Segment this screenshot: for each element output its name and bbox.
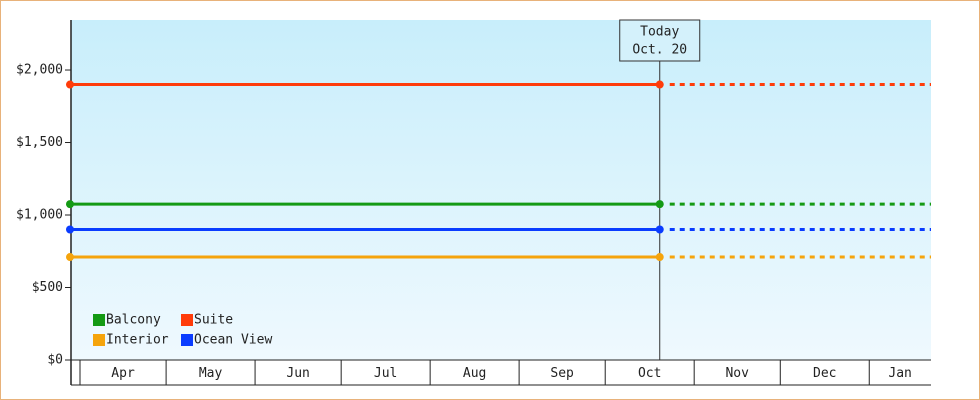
series-point (655, 200, 664, 209)
series-point (655, 80, 664, 89)
legend-label: Ocean View (194, 333, 272, 348)
series-point (655, 225, 664, 234)
x-tick-label: May (199, 366, 223, 381)
x-tick-label: Dec (813, 366, 836, 381)
legend-swatch (93, 314, 105, 326)
x-tick-label: Apr (111, 366, 135, 381)
series-point (66, 225, 74, 234)
y-tick-label: $0 (47, 353, 63, 368)
x-tick-label: Aug (463, 366, 486, 381)
y-tick-label: $500 (32, 280, 63, 295)
legend-swatch (181, 314, 193, 326)
legend-label: Balcony (106, 313, 161, 328)
x-tick-label: Oct (638, 366, 661, 381)
plot-area (71, 20, 931, 360)
y-tick-label: $2,000 (16, 63, 63, 78)
y-tick-label: $1,000 (16, 208, 63, 223)
legend-swatch (93, 334, 105, 346)
x-tick-label: Jun (286, 366, 309, 381)
series-point (66, 200, 74, 209)
legend-label: Interior (106, 333, 169, 348)
x-tick-label: Jul (374, 366, 397, 381)
x-tick-label: Sep (550, 366, 574, 381)
x-tick-label: Nov (725, 366, 749, 381)
x-tick-label: Jan (888, 366, 911, 381)
legend-swatch (181, 334, 193, 346)
y-tick-label: $1,500 (16, 135, 63, 150)
series-point (66, 253, 74, 262)
today-box (619, 19, 701, 62)
series-point (66, 80, 74, 89)
today-title: Today (640, 25, 679, 40)
today-date: Oct. 20 (632, 43, 687, 58)
series-point (655, 253, 664, 262)
legend-label: Suite (194, 313, 233, 328)
